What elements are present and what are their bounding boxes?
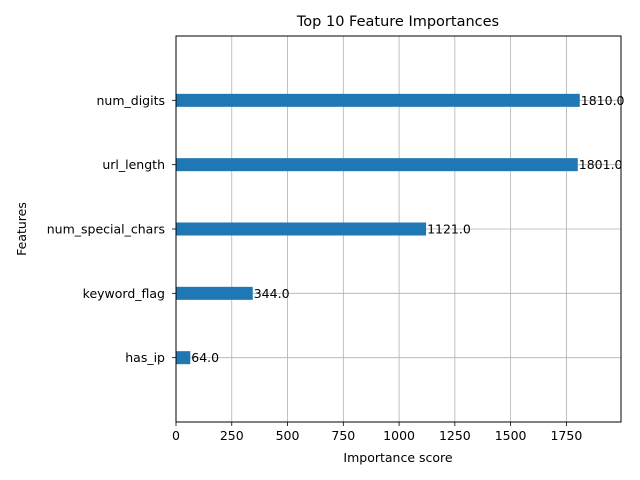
data-labels: 64.0 344.0 1121.0 1801.0 1810.0 (191, 93, 624, 365)
data-label-keyword_flag: 344.0 (254, 286, 290, 301)
bars (176, 93, 580, 365)
bar-has_ip (176, 351, 191, 365)
x-tick-label: 1000 (383, 428, 415, 443)
bar-keyword_flag (176, 286, 253, 300)
x-axis-label: Importance score (343, 450, 453, 465)
plot-frame (175, 35, 622, 423)
y-tick-label: has_ip (125, 350, 165, 365)
y-tick-label: num_special_chars (47, 222, 165, 237)
x-tick-label: 0 (172, 428, 180, 443)
bar-num_special_chars (176, 222, 427, 236)
x-tick-label: 1500 (495, 428, 527, 443)
x-tick-label: 1250 (439, 428, 471, 443)
x-axis-ticks: 0 250 500 750 1000 1250 1500 1750 (172, 422, 582, 443)
data-label-url_length: 1801.0 (579, 157, 623, 172)
bar-url_length (176, 158, 578, 172)
y-axis-ticks: has_ip keyword_flag num_special_chars url_l… (47, 93, 176, 365)
data-label-num_digits: 1810.0 (581, 93, 625, 108)
y-tick-label: url_length (102, 157, 165, 172)
x-tick-label: 750 (331, 428, 355, 443)
y-tick-label: num_digits (97, 93, 166, 108)
y-axis-label: Features (14, 202, 29, 256)
x-tick-label: 500 (276, 428, 300, 443)
x-tick-label: 1750 (550, 428, 582, 443)
bar-num_digits (176, 93, 580, 107)
chart-title: Top 10 Feature Importances (296, 14, 499, 30)
x-tick-label: 250 (220, 428, 244, 443)
data-label-has_ip: 64.0 (191, 350, 219, 365)
data-label-num_special_chars: 1121.0 (427, 222, 471, 237)
y-tick-label: keyword_flag (83, 286, 165, 301)
